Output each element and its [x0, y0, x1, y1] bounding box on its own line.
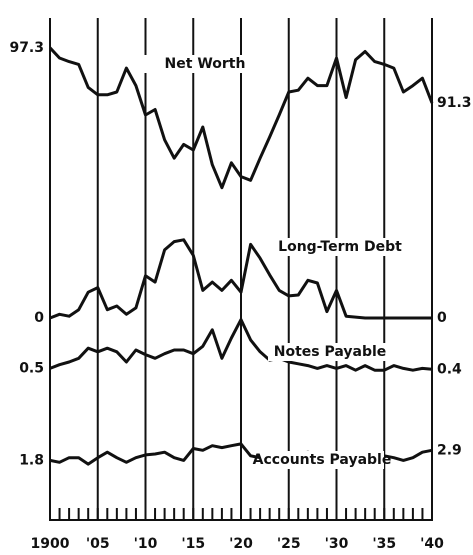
x-tick-label: '25 [277, 536, 301, 552]
series-line [49, 238, 432, 320]
series-label: Accounts Payable [253, 452, 392, 468]
end-label: 0 [437, 310, 447, 326]
x-tick-label: '40 [420, 536, 444, 552]
label-bg [268, 343, 392, 361]
start-label: 0.5 [19, 360, 44, 376]
series-label: Notes Payable [274, 344, 387, 360]
end-label: 2.9 [437, 442, 462, 458]
x-tick-label: '20 [229, 536, 253, 552]
start-label: 1.8 [19, 452, 44, 468]
series-line [48, 46, 434, 190]
x-tick-label: '35 [372, 536, 396, 552]
series-label: Net Worth [165, 56, 246, 72]
x-tick-label: '05 [86, 536, 110, 552]
x-tick-label: '30 [325, 536, 349, 552]
x-tick-label: '10 [134, 536, 158, 552]
series-label: Long-Term Debt [278, 239, 402, 255]
label-bg [260, 451, 384, 469]
start-label: 97.3 [9, 40, 44, 56]
start-label: 0 [34, 310, 44, 326]
series-line [49, 318, 433, 372]
x-tick-label: '15 [181, 536, 205, 552]
end-label: 91.3 [437, 95, 472, 111]
label-bg [143, 55, 267, 73]
end-label: 0.4 [437, 361, 462, 377]
label-bg [278, 238, 402, 256]
x-tick-label: 1900 [31, 536, 70, 552]
